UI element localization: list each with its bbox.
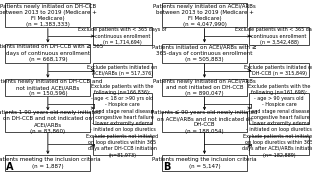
Text: Patients newly initiated on DH-CCB and
not initiated ACEi/ARBs
(n = 150,596): Patients newly initiated on DH-CCB and n… [0,79,102,96]
FancyBboxPatch shape [249,64,309,77]
FancyBboxPatch shape [249,93,309,124]
Text: Patients initiated on DH-CCB with ≥ 365
days of continuous enrollment
(n = 668,1: Patients initiated on DH-CCB with ≥ 365 … [0,44,103,62]
FancyBboxPatch shape [93,93,152,124]
Text: B: B [163,162,170,172]
FancyBboxPatch shape [162,79,247,96]
Text: Exclude patients with < 365 days of
continuous enrollment
(n = 1,714,694): Exclude patients with < 365 days of cont… [78,27,167,45]
FancyBboxPatch shape [249,27,309,45]
Text: Patients ≤ 90 years old newly initiated
on ACEi/ARBs and not indicated on
DH-CCB: Patients ≤ 90 years old newly initiated … [151,110,258,134]
FancyBboxPatch shape [162,44,247,63]
Text: Patients newly initiated on DH-CCB
between 2013 to 2019 (Medicare +
FI Medicare): Patients newly initiated on DH-CCB betwe… [0,4,97,27]
Text: Exclude patients not initiated
on loop diuretics within 365
days after ACEi/ARBs: Exclude patients not initiated on loop d… [241,134,312,158]
FancyBboxPatch shape [162,111,247,132]
Text: Patients newly initiated on ACEi/ARBs
between 2013 to 2019 (Medicare +
FI Medica: Patients newly initiated on ACEi/ARBs be… [153,4,256,27]
Text: Exclude patients initiated on
DH-CCB (n = 315,849): Exclude patients initiated on DH-CCB (n … [244,65,312,76]
FancyBboxPatch shape [5,79,90,96]
Text: Exclude patients with the
following (n=161,698):
- age > 90 years old
- Hospice : Exclude patients with the following (n=1… [246,84,312,132]
FancyBboxPatch shape [249,136,309,155]
FancyBboxPatch shape [162,155,247,171]
Text: Exclude patients initiated on
ACEi/ARBs (n = 517,376): Exclude patients initiated on ACEi/ARBs … [87,65,158,76]
FancyBboxPatch shape [162,4,247,27]
Text: Patients newly initiated on ACEi/ARBs
and not initiated on DH-CCB
(n = 890,047): Patients newly initiated on ACEi/ARBs an… [153,79,256,96]
Text: Exclude patients not initiated
on loop diuretics within 365
days after DH-CCB in: Exclude patients not initiated on loop d… [86,134,158,158]
FancyBboxPatch shape [93,27,152,45]
FancyBboxPatch shape [5,155,90,171]
Text: Patients meeting the inclusion criteria
(n = 5,147): Patients meeting the inclusion criteria … [152,157,257,169]
Text: Exclude patients with the
following (n=166,836):
- age < 18 or >90 yrs old
- Hos: Exclude patients with the following (n=1… [90,84,155,132]
Text: A: A [6,162,14,172]
FancyBboxPatch shape [93,64,152,77]
FancyBboxPatch shape [93,136,152,155]
FancyBboxPatch shape [5,4,90,27]
Text: Patients initiated on ACEi/ARBs with ≥
365-days of continuous enrollment
(n = 50: Patients initiated on ACEi/ARBs with ≥ 3… [152,44,257,62]
FancyBboxPatch shape [5,44,90,63]
Text: Exclude patients with < 365 days of
continuous enrollment
(n = 3,542,488): Exclude patients with < 365 days of cont… [235,27,312,45]
Text: Patients meeting the inclusion criteria
(n = 1,887): Patients meeting the inclusion criteria … [0,157,100,169]
Text: Patients 1-90 years old newly initiated
on DH-CCB and not indicated on
ACEi/ARBs: Patients 1-90 years old newly initiated … [0,110,101,134]
FancyBboxPatch shape [5,111,90,132]
